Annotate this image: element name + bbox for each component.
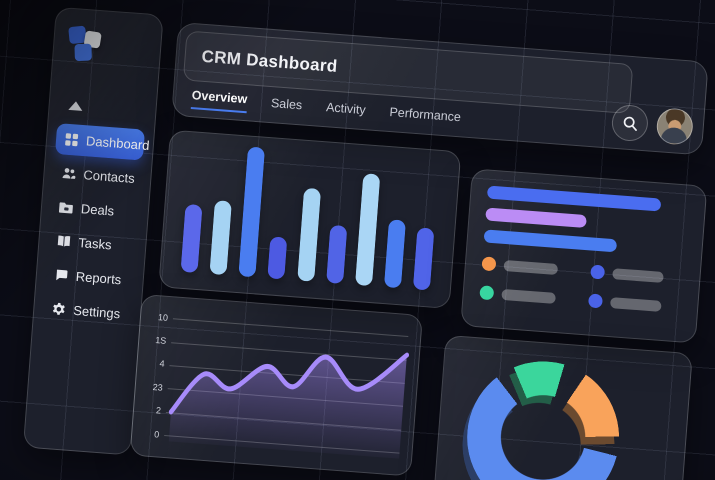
sidebar-item-contacts[interactable]: Contacts	[52, 157, 142, 195]
legend-item	[481, 256, 575, 277]
progress-pill	[485, 207, 587, 229]
y-axis-label: 10	[157, 311, 169, 323]
y-axis-label: 1S	[154, 335, 167, 346]
book-icon	[57, 235, 71, 247]
triangle-up-icon[interactable]	[68, 100, 83, 111]
search-icon	[623, 116, 637, 131]
sidebar-item-tasks[interactable]: Tasks	[47, 225, 137, 263]
line-chart-card: 10 1S 4 23 2 0	[129, 293, 423, 477]
page-title: CRM Dashboard	[201, 46, 339, 76]
bar	[296, 187, 321, 282]
legend-pill	[610, 296, 662, 312]
legend-list	[479, 256, 684, 314]
stats-card	[460, 168, 708, 344]
sidebar-item-label: Deals	[80, 201, 115, 219]
bar-chart-card	[158, 129, 462, 310]
people-icon	[62, 168, 76, 179]
tab-performance[interactable]: Performance	[389, 104, 462, 125]
legend-dot-icon	[590, 264, 606, 280]
account-area	[610, 103, 695, 146]
sidebar-item-label: Dashboard	[85, 133, 151, 154]
bar	[209, 199, 233, 276]
user-avatar[interactable]	[655, 107, 695, 146]
sidebar-item-dashboard[interactable]: Dashboard	[54, 123, 150, 161]
legend-dot-icon	[479, 285, 495, 301]
app-logo[interactable]	[66, 23, 113, 70]
y-axis-label: 0	[153, 429, 160, 440]
tab-overview[interactable]: Overview	[190, 88, 248, 114]
legend-dot-icon	[481, 256, 497, 272]
bar	[238, 146, 266, 278]
gear-icon	[52, 302, 65, 315]
donut-top-layer	[461, 355, 625, 480]
y-axis-label: 2	[155, 405, 162, 417]
progress-pill	[486, 185, 662, 212]
bar	[383, 219, 406, 289]
bar	[267, 236, 288, 280]
bar	[412, 227, 435, 291]
bar	[180, 203, 203, 274]
sidebar-item-reports[interactable]: Reports	[45, 259, 135, 297]
y-axis-label: 4	[159, 358, 165, 370]
legend-pill	[612, 267, 665, 283]
sidebar-item-label: Settings	[72, 302, 121, 322]
sidebar-item-label: Reports	[75, 268, 122, 288]
y-axis-label: 23	[152, 381, 164, 393]
folder-icon	[58, 202, 73, 214]
bar-chart	[180, 146, 440, 291]
legend-pill	[503, 259, 559, 275]
legend-dot-icon	[587, 293, 603, 309]
progress-bars	[483, 185, 690, 258]
grid-icon	[65, 133, 79, 147]
bar	[354, 173, 381, 287]
legend-pill	[501, 288, 556, 304]
legend-item	[479, 285, 573, 306]
progress-pill	[483, 229, 618, 253]
line-series	[168, 352, 410, 459]
search-button[interactable]	[610, 103, 650, 143]
logo-square-icon	[74, 43, 92, 62]
sidebar-nav: Dashboard Contacts Deals Tasks Reports	[42, 123, 150, 331]
legend-item	[590, 264, 684, 286]
bar	[325, 224, 348, 284]
sidebar-item-label: Contacts	[82, 167, 136, 187]
line-chart: 10 1S 4 23 2 0	[138, 305, 412, 462]
tab-activity[interactable]: Activity	[325, 100, 367, 118]
donut-chart	[457, 355, 625, 480]
legend-item	[587, 293, 682, 314]
sidebar-item-label: Tasks	[77, 235, 113, 253]
sidebar-item-deals[interactable]: Deals	[50, 191, 140, 229]
tab-sales[interactable]: Sales	[270, 96, 303, 113]
donut-chart-card	[432, 334, 693, 480]
chat-icon	[56, 269, 68, 281]
sidebar-item-settings[interactable]: Settings	[42, 293, 132, 331]
